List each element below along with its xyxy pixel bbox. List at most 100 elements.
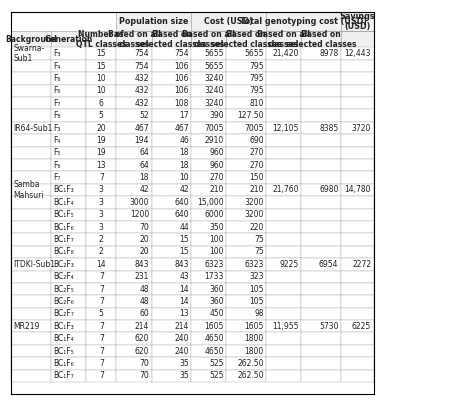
Bar — [301, 332, 341, 345]
Bar — [301, 171, 341, 184]
Text: 5: 5 — [99, 111, 104, 120]
Text: 14: 14 — [179, 285, 189, 294]
Bar — [86, 370, 117, 382]
Bar — [226, 221, 266, 233]
Text: 795: 795 — [249, 62, 264, 71]
Text: 105: 105 — [249, 297, 264, 306]
Text: 3: 3 — [99, 185, 104, 195]
Text: 214: 214 — [135, 322, 149, 331]
Text: BC₂F₄: BC₂F₄ — [54, 272, 74, 281]
Text: 46: 46 — [179, 136, 189, 145]
Text: 754: 754 — [135, 49, 149, 58]
Bar — [152, 233, 191, 246]
Text: Population size: Population size — [119, 17, 189, 26]
Bar — [152, 60, 191, 72]
Text: 2: 2 — [99, 247, 104, 256]
Text: 7: 7 — [99, 173, 104, 182]
Bar — [86, 171, 117, 184]
Bar — [266, 134, 301, 147]
Text: 360: 360 — [210, 285, 224, 294]
Bar — [117, 47, 152, 60]
Bar — [191, 97, 226, 109]
Bar — [117, 184, 152, 196]
Bar — [51, 370, 86, 382]
Text: 18: 18 — [140, 173, 149, 182]
Bar — [51, 147, 86, 159]
Text: 20: 20 — [139, 247, 149, 256]
Bar — [11, 271, 51, 283]
Bar — [152, 122, 191, 134]
Text: 960: 960 — [210, 148, 224, 157]
Text: 35: 35 — [179, 371, 189, 380]
Text: 10: 10 — [97, 74, 106, 83]
Bar — [301, 221, 341, 233]
Text: Number of
QTL classes: Number of QTL classes — [76, 30, 127, 49]
Text: 52: 52 — [139, 111, 149, 120]
Bar — [191, 246, 226, 258]
Text: 12,105: 12,105 — [273, 123, 299, 133]
Text: 4650: 4650 — [204, 347, 224, 356]
Bar — [301, 184, 341, 196]
Bar — [301, 60, 341, 72]
Bar — [11, 308, 51, 320]
Bar — [117, 233, 152, 246]
Text: BC₂F₇: BC₂F₇ — [54, 309, 74, 318]
Bar — [51, 31, 86, 47]
Text: 19: 19 — [97, 148, 106, 157]
Text: 795: 795 — [249, 74, 264, 83]
Bar — [191, 159, 226, 171]
Text: BC₁F₄: BC₁F₄ — [54, 334, 74, 343]
Bar — [11, 85, 51, 97]
Bar — [266, 209, 301, 221]
Text: 210: 210 — [210, 185, 224, 195]
Bar — [117, 345, 152, 357]
Bar — [152, 345, 191, 357]
Bar — [11, 97, 51, 109]
Text: 150: 150 — [249, 173, 264, 182]
Text: 48: 48 — [139, 297, 149, 306]
Bar — [11, 134, 51, 147]
Bar — [226, 159, 266, 171]
Text: 64: 64 — [139, 148, 149, 157]
Bar — [301, 295, 341, 308]
Bar — [301, 196, 341, 209]
Text: 432: 432 — [135, 86, 149, 95]
Bar — [191, 271, 226, 283]
Bar — [266, 370, 301, 382]
Text: 262.50: 262.50 — [237, 359, 264, 368]
Text: 467: 467 — [174, 123, 189, 133]
Bar — [226, 31, 266, 47]
Text: F₇: F₇ — [54, 173, 61, 182]
Bar — [341, 233, 374, 246]
Bar — [191, 12, 266, 31]
Text: 106: 106 — [174, 74, 189, 83]
Bar — [266, 332, 301, 345]
Text: 210: 210 — [249, 185, 264, 195]
Bar — [86, 221, 117, 233]
Bar — [11, 47, 51, 60]
Bar — [51, 72, 86, 85]
Bar — [86, 72, 117, 85]
Text: 106: 106 — [174, 62, 189, 71]
Bar — [191, 258, 226, 271]
Bar — [11, 295, 51, 308]
Bar — [341, 295, 374, 308]
Text: 194: 194 — [135, 136, 149, 145]
Text: 7: 7 — [99, 322, 104, 331]
Text: IR64-Sub1: IR64-Sub1 — [14, 123, 53, 133]
Text: 43: 43 — [179, 272, 189, 281]
Bar — [341, 196, 374, 209]
Bar — [226, 171, 266, 184]
Bar — [11, 109, 51, 122]
Bar — [86, 85, 117, 97]
Text: 6980: 6980 — [319, 185, 338, 195]
Bar — [226, 295, 266, 308]
Bar — [152, 258, 191, 271]
Text: 70: 70 — [139, 223, 149, 232]
Bar — [51, 246, 86, 258]
Bar — [51, 122, 86, 134]
Bar — [266, 31, 301, 47]
Text: 14,780: 14,780 — [345, 185, 371, 195]
Bar — [51, 295, 86, 308]
Text: 5655: 5655 — [204, 62, 224, 71]
